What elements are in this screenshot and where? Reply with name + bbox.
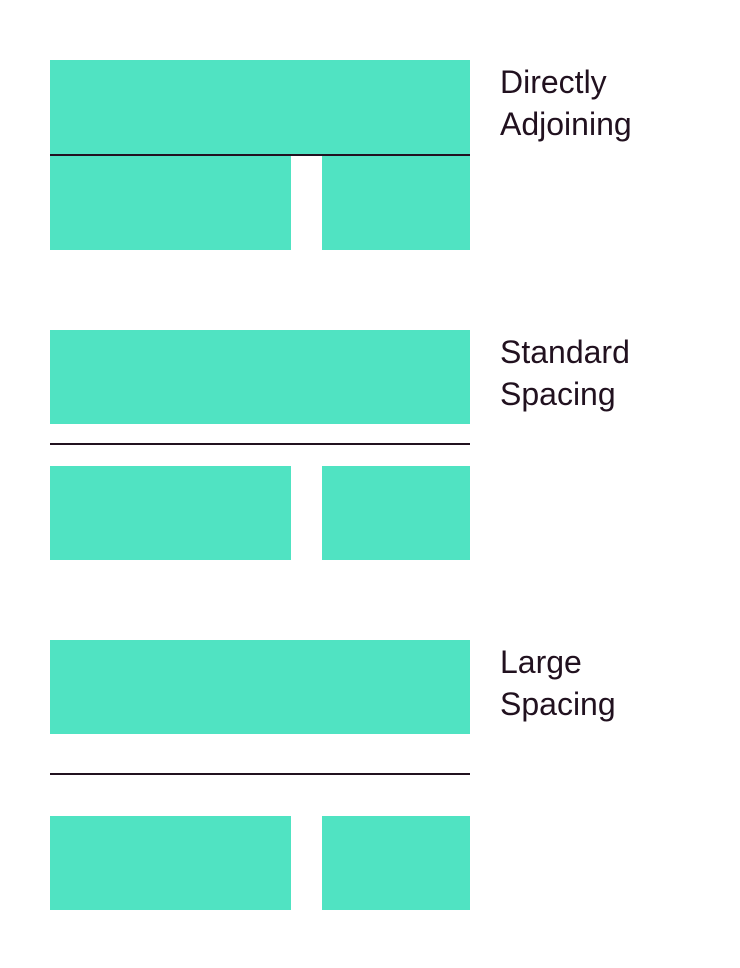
bottom-left-block xyxy=(50,156,291,250)
bottom-left-block xyxy=(50,816,291,910)
label-line: Adjoining xyxy=(500,106,632,142)
bottom-left-block xyxy=(50,466,291,560)
label-line: Spacing xyxy=(500,376,616,412)
top-block xyxy=(50,60,470,155)
example-label: Directly Adjoining xyxy=(500,61,632,145)
example-label: Large Spacing xyxy=(500,641,616,725)
bottom-right-block xyxy=(322,816,470,910)
bottom-right-block xyxy=(322,156,470,250)
bottom-right-block xyxy=(322,466,470,560)
divider-line xyxy=(50,773,470,775)
label-line: Standard xyxy=(500,334,630,370)
top-block xyxy=(50,640,470,734)
example-label: Standard Spacing xyxy=(500,331,630,415)
top-block xyxy=(50,330,470,424)
divider-line xyxy=(50,154,470,156)
label-line: Large xyxy=(500,644,582,680)
label-line: Spacing xyxy=(500,686,616,722)
divider-line xyxy=(50,443,470,445)
label-line: Directly xyxy=(500,64,607,100)
